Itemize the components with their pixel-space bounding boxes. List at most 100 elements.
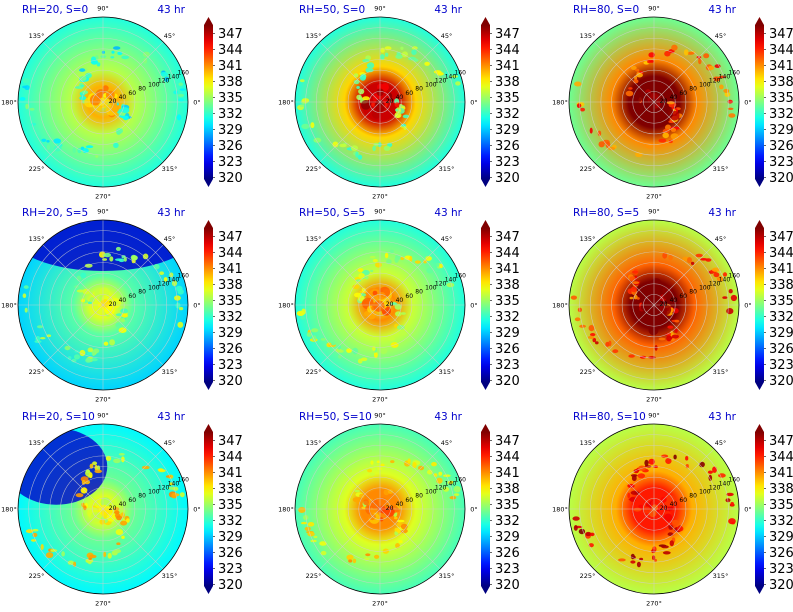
colorbar-tick-label: 332 bbox=[218, 310, 243, 325]
field-cell bbox=[629, 296, 634, 300]
radial-tick-label: 120 bbox=[158, 281, 170, 288]
field-cell bbox=[630, 560, 636, 564]
colorbar-tick-label: 320 bbox=[495, 171, 520, 186]
angular-gridline bbox=[319, 41, 381, 103]
colorbar-tick-label: 344 bbox=[495, 450, 520, 465]
field-cell bbox=[89, 463, 94, 469]
field-cell bbox=[639, 557, 644, 561]
field-cell bbox=[113, 549, 121, 554]
field-cell bbox=[178, 98, 185, 102]
field-cell bbox=[635, 68, 640, 72]
colorbar-extend-max bbox=[755, 17, 764, 25]
angular-gridline bbox=[653, 448, 715, 510]
field-cell bbox=[713, 272, 720, 278]
angular-tick-label: 90° bbox=[648, 208, 660, 216]
angular-tick-label: 90° bbox=[374, 412, 386, 420]
angular-tick-label: 315° bbox=[439, 572, 455, 580]
field-cell bbox=[400, 312, 406, 315]
field-cell bbox=[352, 284, 360, 289]
field-cell bbox=[359, 74, 366, 81]
angular-tick-label: 135° bbox=[580, 439, 596, 447]
radial-tick-label: 80 bbox=[415, 493, 423, 500]
field-cell bbox=[39, 337, 46, 340]
field-cell bbox=[380, 463, 385, 467]
field-cell bbox=[110, 297, 121, 309]
field-cell bbox=[590, 333, 596, 337]
field-cell bbox=[90, 512, 101, 523]
colorbar-extend-min bbox=[481, 179, 490, 187]
field-cell bbox=[142, 253, 149, 260]
angular-tick-label: 90° bbox=[97, 5, 109, 13]
radial-tick-label: 100 bbox=[699, 489, 711, 496]
field-cell bbox=[570, 295, 578, 300]
field-cell bbox=[446, 282, 455, 288]
colorbar-tick-label: 341 bbox=[495, 262, 520, 277]
field-cell bbox=[630, 65, 637, 70]
field-cell bbox=[396, 519, 405, 523]
colorbar-tick-label: 326 bbox=[495, 342, 520, 357]
angular-tick-label: 45° bbox=[441, 32, 453, 40]
field-cell bbox=[648, 356, 656, 359]
field-cell bbox=[685, 456, 689, 461]
colorbar-scale bbox=[481, 228, 490, 382]
colorbar-tick-label: 347 bbox=[218, 230, 243, 245]
field-cell bbox=[115, 258, 123, 262]
angular-tick-label: 0° bbox=[470, 506, 477, 514]
field-cell bbox=[91, 358, 98, 362]
angular-gridline bbox=[102, 508, 164, 570]
angular-gridline bbox=[653, 508, 715, 570]
field-cell bbox=[637, 473, 646, 479]
radial-tick-label: 20 bbox=[660, 301, 668, 308]
colorbar-tick-label: 344 bbox=[218, 450, 243, 465]
time-label: 43 hr bbox=[157, 4, 185, 16]
angular-tick-label: 0° bbox=[470, 99, 477, 107]
radial-tick-label: 80 bbox=[689, 289, 697, 296]
field-cell bbox=[695, 253, 703, 258]
field-cell bbox=[100, 55, 107, 58]
field-cell bbox=[179, 492, 185, 498]
field-cell bbox=[578, 528, 586, 535]
field-cell bbox=[301, 308, 306, 315]
angular-gridline bbox=[42, 304, 104, 366]
field-cell bbox=[118, 508, 126, 514]
field-cell bbox=[113, 142, 119, 148]
angular-gridline bbox=[593, 448, 655, 510]
field-cell bbox=[30, 122, 37, 126]
field-cell bbox=[352, 497, 361, 503]
field-cell bbox=[363, 499, 369, 506]
field-cell bbox=[79, 75, 87, 81]
angular-tick-label: 180° bbox=[552, 506, 568, 514]
angular-tick-label: 0° bbox=[744, 506, 751, 514]
field-cell bbox=[92, 350, 96, 357]
field-cell bbox=[653, 116, 660, 122]
field-cell bbox=[80, 84, 85, 88]
field-cell bbox=[370, 269, 374, 273]
field-cell bbox=[632, 281, 640, 284]
angular-gridline bbox=[593, 304, 655, 366]
angular-gridline bbox=[593, 101, 655, 163]
field-cell bbox=[398, 330, 407, 336]
colorbar-tick-label: 329 bbox=[218, 326, 243, 341]
field-cell bbox=[23, 285, 29, 289]
colorbar-tick-label: 338 bbox=[769, 278, 793, 293]
radial-tick-label: 80 bbox=[138, 493, 146, 500]
field-cell bbox=[76, 275, 82, 281]
radial-tick-label: 40 bbox=[670, 94, 678, 101]
colorbar-tick-label: 347 bbox=[495, 434, 520, 449]
field-cell bbox=[46, 144, 51, 151]
colorbar-extend-max bbox=[481, 17, 490, 25]
field-cell bbox=[673, 454, 677, 460]
field-cell bbox=[662, 132, 669, 139]
field-cell bbox=[74, 354, 80, 360]
field-cell bbox=[121, 535, 125, 539]
radial-tick-label: 60 bbox=[679, 90, 687, 97]
field-cell bbox=[394, 112, 402, 119]
colorbar-tick-label: 347 bbox=[495, 27, 520, 42]
radial-tick-label: 100 bbox=[148, 82, 160, 89]
field-cell bbox=[453, 493, 460, 496]
field-cell bbox=[311, 328, 319, 333]
field-cell bbox=[142, 51, 150, 58]
field-cell bbox=[361, 100, 371, 110]
angular-gridline bbox=[42, 41, 104, 103]
